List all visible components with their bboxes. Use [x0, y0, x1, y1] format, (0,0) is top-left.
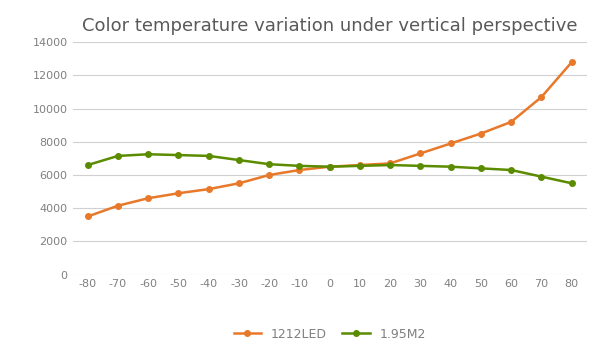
1.95M2 — [296, 164, 303, 168]
1.95M2 — [568, 181, 575, 186]
1.95M2 — [356, 164, 364, 168]
1.95M2 — [477, 166, 485, 170]
1212LED — [114, 203, 122, 208]
1.95M2 — [447, 165, 454, 169]
1.95M2 — [235, 158, 243, 162]
1.95M2 — [266, 162, 273, 166]
Title: Color temperature variation under vertical perspective: Color temperature variation under vertic… — [82, 17, 578, 35]
1212LED — [296, 168, 303, 172]
1212LED — [417, 151, 424, 156]
1212LED — [387, 161, 394, 165]
Line: 1212LED: 1212LED — [85, 59, 575, 219]
1212LED — [326, 165, 333, 169]
1.95M2 — [387, 163, 394, 167]
1212LED — [508, 120, 515, 124]
1212LED — [477, 131, 485, 136]
1.95M2 — [114, 154, 122, 158]
1212LED — [447, 142, 454, 146]
1.95M2 — [508, 168, 515, 172]
1212LED — [538, 95, 545, 99]
1.95M2 — [417, 164, 424, 168]
1212LED — [145, 196, 152, 200]
1212LED — [84, 214, 91, 219]
1212LED — [568, 60, 575, 64]
Line: 1.95M2: 1.95M2 — [85, 151, 575, 186]
Legend: 1212LED, 1.95M2: 1212LED, 1.95M2 — [229, 323, 431, 346]
1.95M2 — [145, 152, 152, 156]
1.95M2 — [326, 165, 333, 169]
1.95M2 — [84, 163, 91, 167]
1212LED — [235, 181, 243, 186]
1212LED — [175, 191, 182, 195]
1.95M2 — [175, 153, 182, 157]
1212LED — [266, 173, 273, 177]
1.95M2 — [205, 154, 212, 158]
1212LED — [356, 163, 364, 167]
1.95M2 — [538, 175, 545, 179]
1212LED — [205, 187, 212, 191]
